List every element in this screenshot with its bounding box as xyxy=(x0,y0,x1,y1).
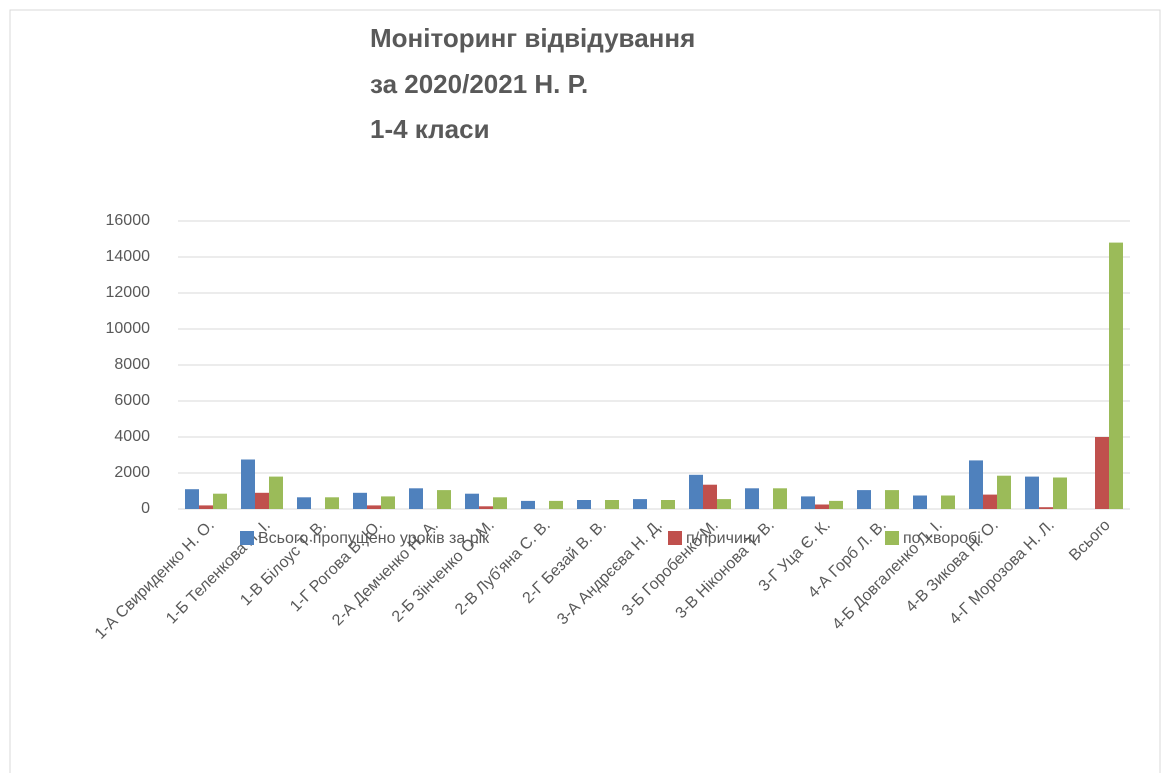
bar xyxy=(885,490,899,509)
bar xyxy=(437,490,451,509)
chart-title: Моніторинг відвідування xyxy=(370,23,695,53)
bar xyxy=(213,493,227,509)
bar xyxy=(479,506,493,509)
legend-marker xyxy=(668,531,682,545)
bar xyxy=(745,488,759,509)
y-tick-label: 12000 xyxy=(106,284,151,301)
bar xyxy=(717,499,731,509)
bar xyxy=(1025,476,1039,509)
bar xyxy=(1053,477,1067,509)
bar xyxy=(661,500,675,509)
bar xyxy=(703,484,717,509)
y-tick-label: 0 xyxy=(141,500,150,517)
bar xyxy=(409,488,423,509)
bar xyxy=(997,475,1011,509)
bar xyxy=(1039,507,1053,509)
bar xyxy=(815,504,829,509)
bar xyxy=(521,500,535,509)
legend-label: Всього пропущено уроків за рік xyxy=(258,530,490,547)
y-tick-label: 8000 xyxy=(114,356,150,373)
bar xyxy=(269,476,283,509)
y-tick-label: 14000 xyxy=(106,248,151,265)
bar xyxy=(801,496,815,509)
y-tick-label: 4000 xyxy=(114,428,150,445)
bar xyxy=(829,500,843,509)
bar xyxy=(857,490,871,509)
bar xyxy=(255,492,269,509)
bar xyxy=(353,492,367,509)
y-tick-label: 16000 xyxy=(106,212,151,229)
bar xyxy=(367,505,381,509)
y-tick-label: 2000 xyxy=(114,464,150,481)
bar xyxy=(969,460,983,509)
y-tick-label: 6000 xyxy=(114,392,150,409)
bar xyxy=(983,494,997,509)
bar xyxy=(941,495,955,509)
legend-label: по хворобі xyxy=(903,530,981,547)
bar xyxy=(381,496,395,509)
bar xyxy=(605,500,619,509)
bar xyxy=(325,497,339,509)
bar xyxy=(465,493,479,509)
bar xyxy=(577,500,591,509)
bar xyxy=(493,497,507,509)
legend-label: п/причини xyxy=(686,530,761,547)
legend-marker xyxy=(240,531,254,545)
bar xyxy=(185,489,199,509)
bar xyxy=(689,474,703,509)
bar xyxy=(241,459,255,509)
bar xyxy=(1095,437,1109,509)
bar xyxy=(199,505,213,509)
bar xyxy=(1109,242,1123,509)
bar xyxy=(297,497,311,509)
legend-marker xyxy=(885,531,899,545)
chart-title: за 2020/2021 Н. Р. xyxy=(370,69,588,99)
bar xyxy=(773,488,787,509)
bar xyxy=(913,495,927,509)
y-tick-label: 10000 xyxy=(106,320,151,337)
bar xyxy=(549,500,563,509)
chart-border xyxy=(9,9,1161,778)
bar xyxy=(633,499,647,509)
chart-title: 1-4 класи xyxy=(370,114,490,144)
